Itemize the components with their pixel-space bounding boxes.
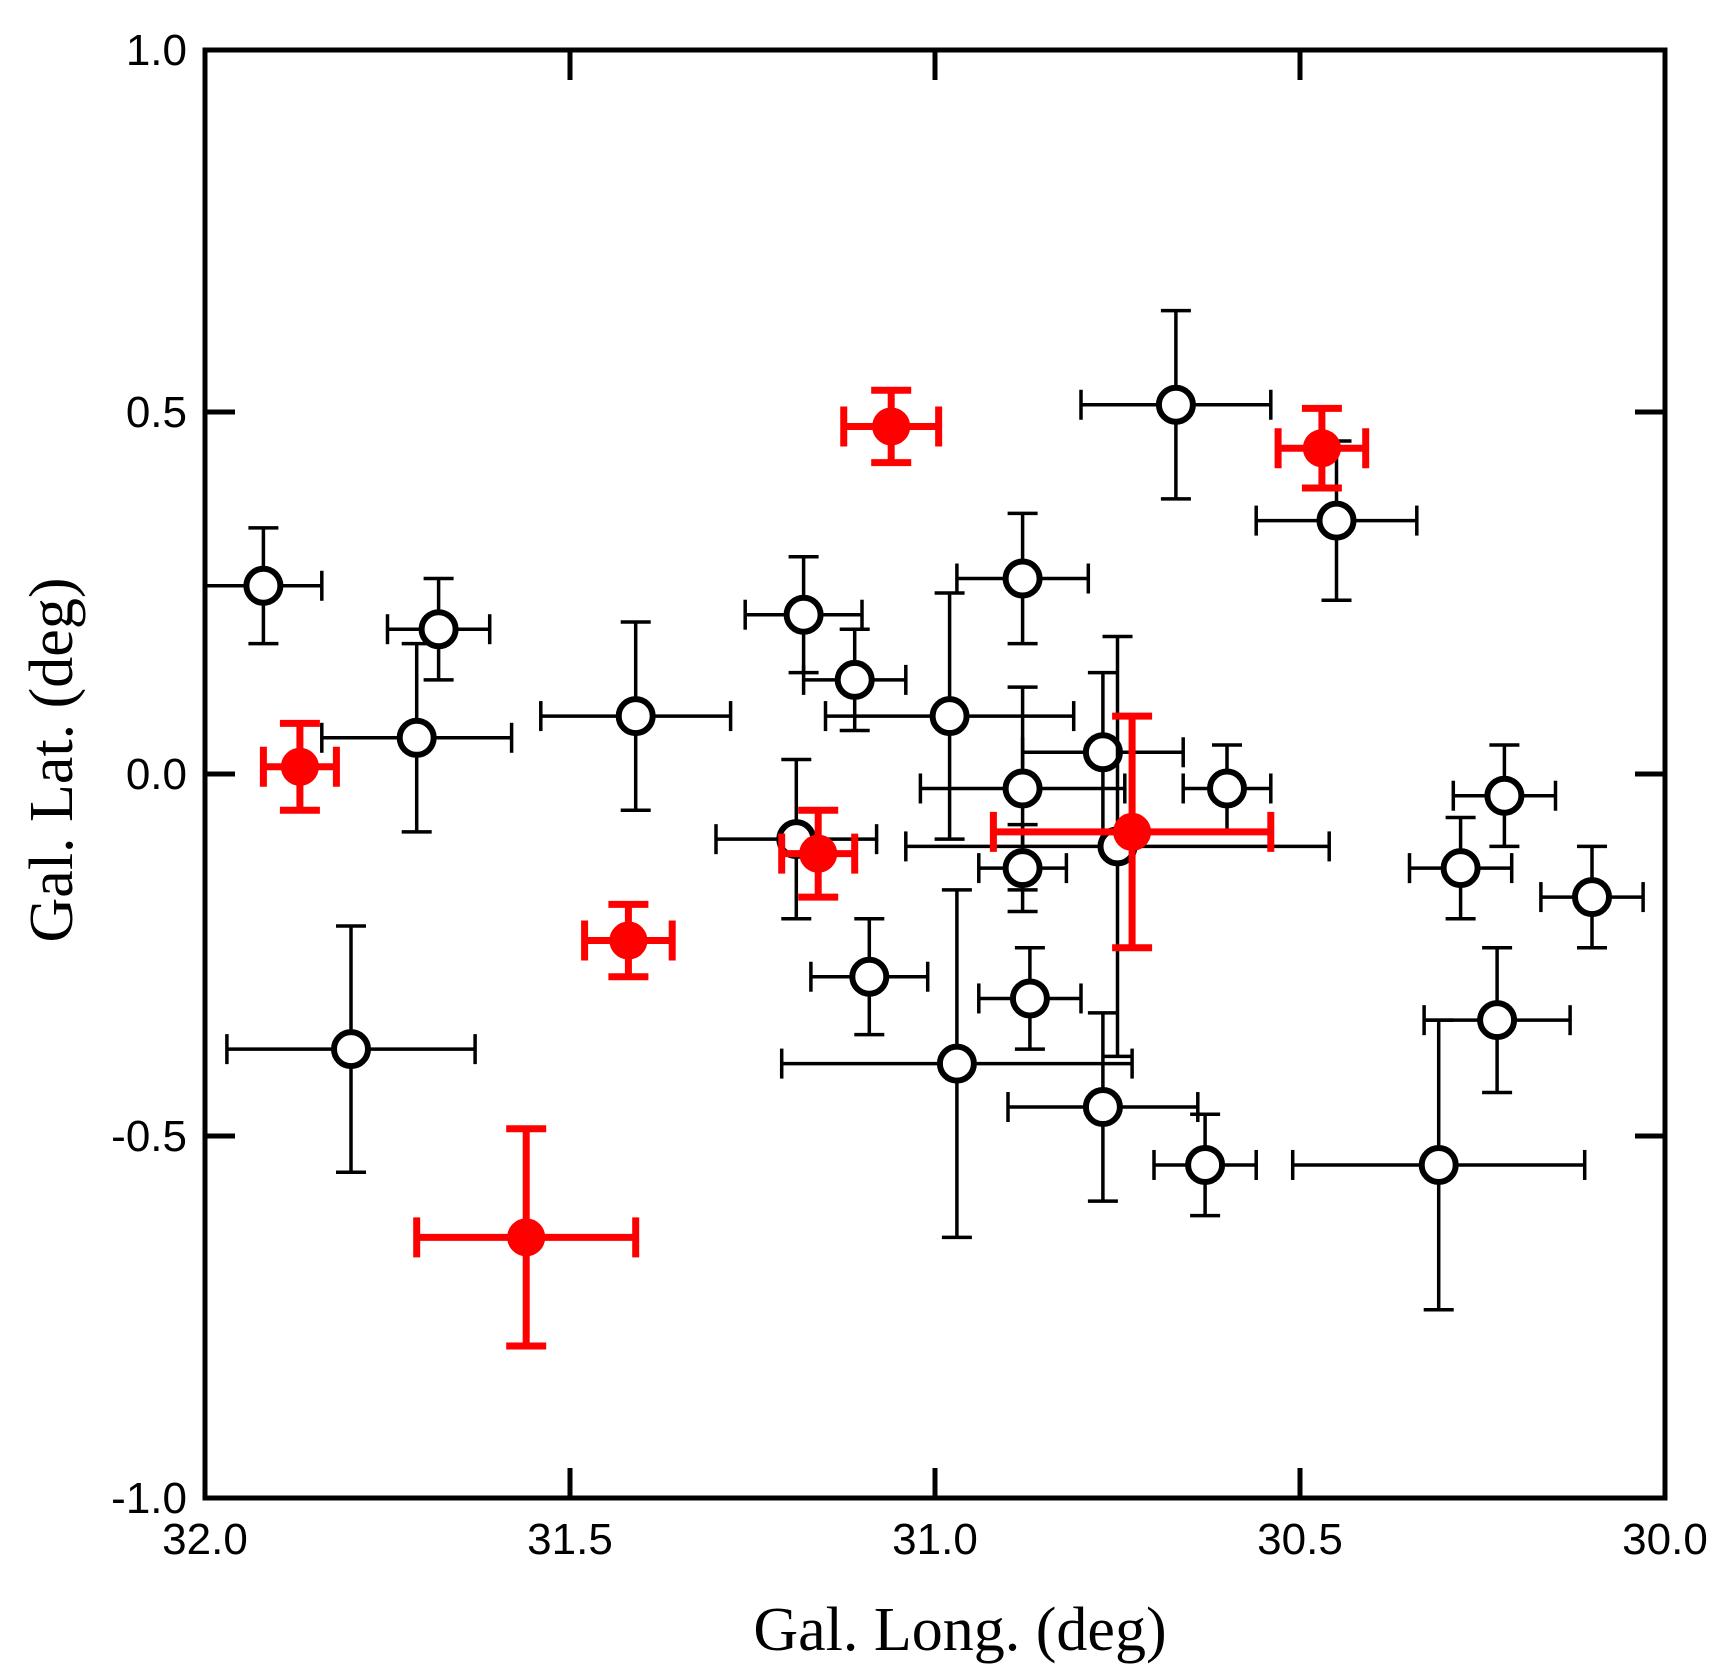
point-marker [1477, 1000, 1518, 1041]
point-marker [1002, 558, 1043, 599]
x-tick-label: 32.0 [162, 1515, 248, 1564]
point-marker [1082, 1087, 1123, 1128]
open-point [779, 888, 1134, 1240]
open-point [904, 634, 1331, 1059]
x-axis-title: Gal. Long. (deg) [753, 1596, 1166, 1664]
y-tick-label: 0.5 [126, 388, 187, 437]
open-point [1006, 1011, 1200, 1203]
filled-point [989, 712, 1275, 952]
open-point [1290, 1018, 1587, 1312]
open-point [539, 620, 733, 812]
point-marker [929, 696, 970, 737]
y-axis-title: Gal. Lat. (deg) [18, 578, 86, 943]
open-point [1079, 308, 1273, 501]
x-tick-label: 31.0 [892, 1515, 978, 1564]
x-tick-label: 31.5 [527, 1515, 613, 1564]
open-point [977, 946, 1083, 1051]
axis-tick-labels: 32.0 31.5 31.0 30.5 30.0 1.0 0.5 0.0 -0.5 -1.0 [111, 26, 1708, 1564]
x-tick-label: 30.5 [1257, 1515, 1343, 1564]
y-tick-label: 0.0 [126, 750, 187, 799]
open-point [977, 822, 1069, 914]
plot-frame [202, 47, 1668, 1501]
point-marker [936, 1043, 977, 1084]
point-marker [1002, 768, 1043, 809]
point-marker [1185, 1144, 1226, 1185]
point-marker [609, 921, 648, 960]
point-marker [872, 407, 911, 446]
filled-point [1274, 404, 1370, 492]
point-marker [331, 1029, 371, 1070]
point-marker [1009, 978, 1050, 1019]
point-marker [1484, 775, 1525, 816]
point-marker [849, 956, 890, 997]
open-series [203, 308, 1645, 1312]
open-point [823, 591, 1076, 841]
filled-point [840, 386, 943, 467]
axis-ticks [202, 47, 1668, 1501]
open-point [203, 526, 324, 646]
filled-point [413, 1125, 640, 1350]
point-marker [1440, 848, 1481, 889]
point-marker [1302, 429, 1341, 468]
open-point [1539, 844, 1645, 950]
filled-point [581, 900, 676, 981]
open-point [385, 576, 492, 682]
point-marker [1207, 768, 1247, 809]
open-point [801, 627, 908, 733]
open-point [1407, 815, 1514, 921]
point-marker [834, 659, 875, 700]
point-marker [1418, 1144, 1459, 1185]
y-tick-label: -1.0 [111, 1474, 187, 1523]
y-tick-label: 1.0 [126, 26, 187, 75]
open-point [809, 917, 930, 1037]
point-marker [615, 696, 656, 737]
y-tick-label: -0.5 [111, 1112, 187, 1161]
point-marker [280, 747, 319, 786]
point-marker [1082, 732, 1123, 773]
point-marker [1155, 384, 1196, 425]
point-marker [1316, 500, 1357, 541]
filled-point [259, 719, 340, 814]
point-marker [1572, 877, 1612, 918]
point-marker [799, 834, 838, 873]
open-point [1451, 743, 1558, 849]
point-marker [418, 609, 459, 650]
open-point [1422, 946, 1572, 1095]
point-marker [243, 565, 284, 606]
x-tick-label: 30.0 [1622, 1515, 1708, 1564]
open-point [743, 555, 864, 675]
point-marker [507, 1218, 546, 1257]
open-point [320, 641, 514, 834]
open-point [225, 924, 477, 1174]
open-point [1152, 1112, 1258, 1218]
filled-series [259, 386, 1370, 1350]
open-point [1181, 743, 1273, 834]
filled-point [778, 806, 859, 901]
point-marker [1002, 848, 1043, 889]
open-point [955, 511, 1091, 646]
point-marker [396, 717, 437, 758]
point-marker [1113, 812, 1152, 851]
point-marker [783, 594, 824, 635]
open-point [1020, 670, 1185, 834]
